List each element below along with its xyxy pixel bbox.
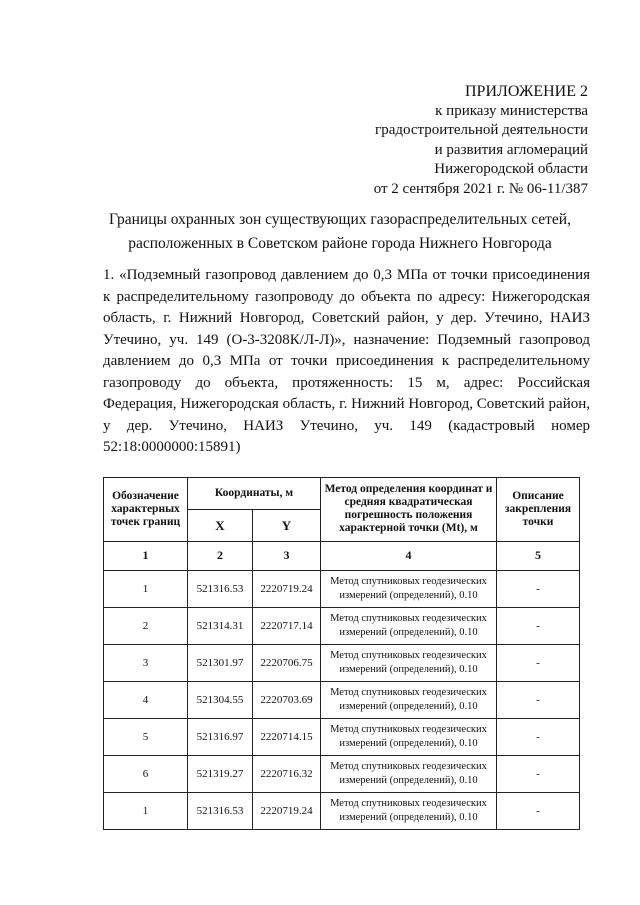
cell-y: 2220706.75	[252, 643, 321, 682]
coordinates-table: Обозначение характерных точек границ Коо…	[103, 476, 580, 830]
table-row: 1 521316.53 2220719.24 Метод спутниковых ге…	[103, 791, 580, 830]
cell-point: 3	[103, 643, 188, 682]
cell-y: 2220719.24	[252, 569, 321, 608]
column-number: 1	[103, 540, 188, 571]
cell-method: Метод спутниковых геодезических измерени…	[320, 643, 497, 682]
cell-method: Метод спутниковых геодезических измерени…	[320, 791, 497, 830]
header-x: X	[187, 508, 253, 542]
cell-point: 1	[103, 569, 188, 608]
cell-y: 2220703.69	[252, 680, 321, 719]
cell-point: 5	[103, 717, 188, 756]
appendix-header: ПРИЛОЖЕНИЕ 2 к приказу министерства град…	[374, 82, 588, 199]
order-date-number: от 2 сентября 2021 г. № 06-11/387	[373, 180, 588, 197]
cell-x: 521304.55	[187, 680, 253, 719]
header-coords: Координаты, м	[187, 476, 321, 510]
cell-x: 521314.31	[187, 606, 253, 645]
cell-description: -	[496, 791, 580, 830]
document-title: Границы охранных зон существующих газора…	[80, 208, 600, 256]
column-number: 2	[187, 540, 253, 571]
column-number: 3	[252, 540, 321, 571]
cell-point: 6	[103, 754, 188, 793]
cell-point: 2	[103, 606, 188, 645]
title-line: Границы охранных зон существующих газора…	[109, 211, 571, 228]
table-row: 6 521319.27 2220716.32 Метод спутниковых ге…	[103, 754, 580, 793]
column-number: 5	[496, 540, 580, 571]
cell-y: 2220716.32	[252, 754, 321, 793]
column-number: 4	[320, 540, 497, 571]
cell-x: 521316.53	[187, 569, 253, 608]
cell-x: 521316.53	[187, 791, 253, 830]
table-row: 5 521316.97 2220714.15 Метод спутниковых ге…	[103, 717, 580, 756]
header-line: градостроительной деятельности	[375, 122, 588, 138]
title-line: расположенных в Советском районе города …	[128, 235, 552, 252]
header-y: Y	[252, 508, 321, 542]
cell-description: -	[496, 569, 580, 608]
object-description: 1. «Подземный газопровод давлением до 0,…	[103, 267, 590, 455]
cell-y: 2220719.24	[252, 791, 321, 830]
cell-x: 521301.97	[187, 643, 253, 682]
table-row: 1 521316.53 2220719.24 Метод спутниковых ге…	[103, 569, 580, 608]
cell-description: -	[496, 680, 580, 719]
header-description: Описание закрепления точки	[496, 476, 580, 542]
table-row: 3 521301.97 2220706.75 Метод спутниковых ге…	[103, 643, 580, 682]
cell-point: 4	[103, 680, 188, 719]
column-numbers-row: 1 2 3 4 5	[103, 540, 580, 571]
cell-description: -	[496, 606, 580, 645]
cell-y: 2220714.15	[252, 717, 321, 756]
cell-x: 521319.27	[187, 754, 253, 793]
cell-description: -	[496, 754, 580, 793]
table-row: 4 521304.55 2220703.69 Метод спутниковых ге…	[103, 680, 580, 719]
cell-method: Метод спутниковых геодезических измерени…	[320, 754, 497, 793]
cell-point: 1	[103, 791, 188, 830]
header-line: Нижегородской области	[434, 161, 588, 177]
cell-method: Метод спутниковых геодезических измерени…	[320, 717, 497, 756]
cell-description: -	[496, 717, 580, 756]
header-line: и развития агломераций	[434, 141, 588, 158]
header-line: к приказу министерства	[435, 102, 588, 119]
header-point: Обозначение характерных точек границ	[103, 476, 188, 542]
cell-method: Метод спутниковых геодезических измерени…	[320, 680, 497, 719]
cell-y: 2220717.14	[252, 606, 321, 645]
cell-x: 521316.97	[187, 717, 253, 756]
table-row: 2 521314.31 2220717.14 Метод спутниковых ге…	[103, 606, 580, 645]
cell-description: -	[496, 643, 580, 682]
cell-method: Метод спутниковых геодезических измерени…	[320, 569, 497, 608]
header-method: Метод определения координат и средняя кв…	[320, 476, 497, 542]
document-body: 1. «Подземный газопровод давлением до 0,…	[103, 265, 590, 830]
cell-method: Метод спутниковых геодезических измерени…	[320, 606, 497, 645]
appendix-label: ПРИЛОЖЕНИЕ 2	[464, 83, 588, 100]
